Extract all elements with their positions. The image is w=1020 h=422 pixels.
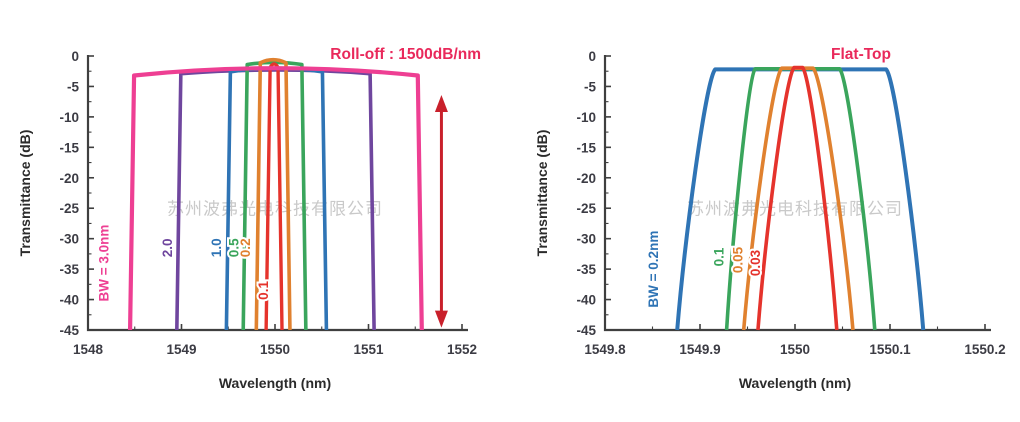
chart-rolloff: 苏州波弗光电科技有限公司 1548 1549 1550 1551 1552 0 -5 -10 -1… [17,46,481,391]
y-tick-label: -10 [59,110,79,125]
y-tick-label: -40 [59,293,79,308]
y-tick-label: -40 [576,293,596,308]
axis-lines [603,55,991,332]
company-watermark: 苏州波弗光电科技有限公司 [167,199,383,218]
curve-bw-0.03nm [756,65,839,331]
bw-label-0.1nm: 0.1 [712,247,727,266]
x-tick-label: 1550.2 [964,342,1005,357]
flattop-chart-svg: 苏州波弗光电科技有限公司 1549.8 1549.9 1550 1550.1 1550.2… [534,46,1006,391]
y-tick-label: -15 [59,140,79,155]
x-axis-title: Wavelength (nm) [219,375,331,391]
curve-bw-0.5nm [241,60,308,331]
bw-label-0.5nm: 0.5 [227,238,242,257]
y-tick-label: -30 [576,232,596,247]
rolloff-arrow-head-down [434,310,448,328]
x-tick-label: 1552 [447,342,477,357]
bw-label-0.2nm: 0.2 [238,238,253,257]
y-tick-label: 0 [588,49,596,64]
bw-label-3nm: BW = 3.0nm [97,225,112,302]
y-axis-title: Transmittance (dB) [17,130,33,257]
x-tick-label: 1549.9 [679,342,720,357]
y-axis-title: Transmittance (dB) [534,130,550,257]
y-tick-label: -45 [59,323,79,338]
chart-title: Flat-Top [831,46,891,63]
y-tick-label: -25 [59,201,79,216]
company-watermark: 苏州波弗光电科技有限公司 [687,199,903,218]
y-tick-label: -10 [576,110,596,125]
y-tick-label: -25 [576,201,596,216]
bw-label-1nm: 1.0 [209,238,224,257]
y-tick-label: -20 [576,171,596,186]
bw-label-0.03nm: 0.03 [748,249,763,276]
bw-label-0.1nm: 0.1 [256,281,271,300]
x-tick-label: 1548 [73,342,104,357]
y-tick-label: -20 [59,171,79,186]
x-axis-title: Wavelength (nm) [739,375,851,391]
bw-label-0.05nm: 0.05 [731,246,746,273]
y-tick-label: -15 [576,140,596,155]
curve-bw-0.2nm [254,57,292,331]
x-tick-label: 1550 [780,342,810,357]
rolloff-arrow-head-up [434,94,448,112]
bw-label-0.2nm: BW = 0.2nm [646,231,661,308]
y-tick-label: -35 [59,262,79,277]
x-tick-label: 1550.1 [869,342,911,357]
chart-title: Roll-off : 1500dB/nm [330,46,481,63]
y-tick-label: -5 [67,79,79,94]
curve-bw-3nm [127,66,424,331]
x-tick-label: 1549.8 [584,342,626,357]
y-tick-label: 0 [71,49,79,64]
y-tick-label: -45 [576,323,596,338]
x-tick-label: 1549 [166,342,196,357]
y-tick-label: -5 [584,79,596,94]
rolloff-chart-svg: 苏州波弗光电科技有限公司 1548 1549 1550 1551 1552 0 -5 -10 -1… [17,46,481,391]
x-tick-label: 1551 [353,342,384,357]
bw-label-2nm: 2.0 [160,238,175,257]
y-tick-label: -35 [576,262,596,277]
chart-flattop: 苏州波弗光电科技有限公司 1549.8 1549.9 1550 1550.1 1550.2… [510,0,1020,422]
x-tick-label: 1550 [260,342,290,357]
y-tick-label: -30 [59,232,79,247]
